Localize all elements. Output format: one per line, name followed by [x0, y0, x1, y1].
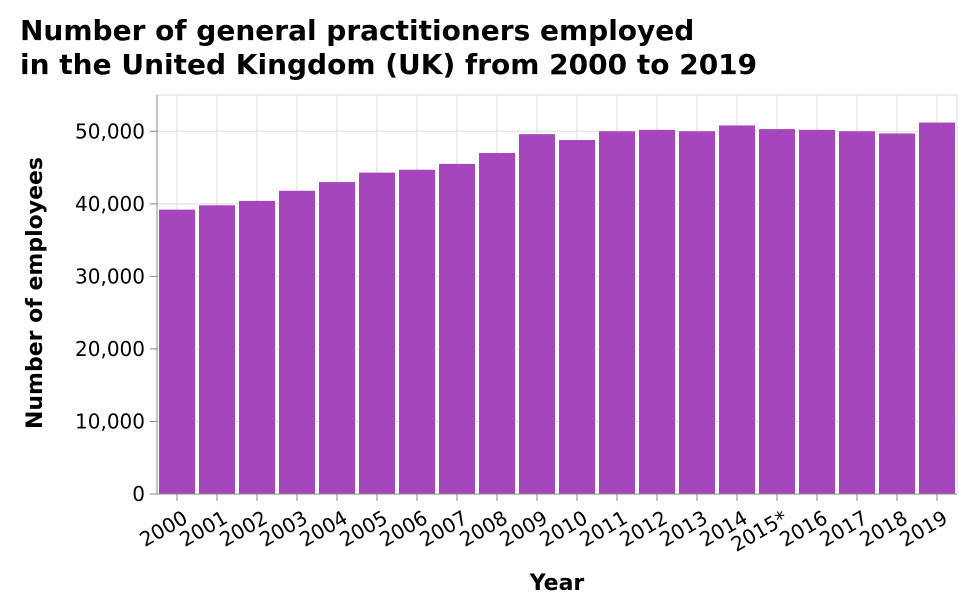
- bar-2001: [199, 205, 235, 494]
- bar-2004: [319, 182, 355, 494]
- y-tick-label: 40,000: [75, 192, 145, 216]
- bar-2011: [599, 131, 635, 495]
- bar-2006: [399, 169, 435, 495]
- y-tick-label: 50,000: [75, 119, 145, 143]
- y-tick-label: 30,000: [75, 264, 145, 288]
- bar-2005: [359, 172, 395, 494]
- bar-2000: [159, 209, 195, 494]
- bar-2010: [559, 139, 595, 494]
- plot-area: [156, 94, 958, 495]
- x-axis-title: Year: [529, 571, 585, 596]
- bar-2014: [719, 125, 755, 495]
- chart-title-line-1: Number of general practitioners employed: [20, 14, 695, 47]
- bar-2003: [279, 190, 315, 494]
- bar-2018: [879, 133, 915, 494]
- bar-2019: [919, 122, 955, 495]
- x-tick-label: 2019: [895, 505, 951, 551]
- chart-title-line-2: in the United Kingdom (UK) from 2000 to …: [20, 48, 758, 81]
- bar-2017: [839, 131, 875, 495]
- bar-2008: [479, 153, 515, 494]
- grid: [156, 94, 958, 495]
- chart-title: Number of general practitioners employed…: [20, 14, 960, 82]
- bar-2013: [679, 131, 715, 495]
- bar-2016: [799, 129, 835, 494]
- y-tick-label: 0: [132, 482, 145, 506]
- bars: [159, 122, 955, 495]
- bar-2009: [519, 134, 555, 494]
- bar-2002: [239, 200, 275, 494]
- y-tick-label: 10,000: [75, 409, 145, 433]
- bar-2012: [639, 129, 675, 494]
- y-axis-title: Number of employees: [23, 157, 48, 429]
- bar-2007: [439, 163, 475, 494]
- bar-2015: [759, 129, 795, 494]
- y-tick-label: 20,000: [75, 337, 145, 361]
